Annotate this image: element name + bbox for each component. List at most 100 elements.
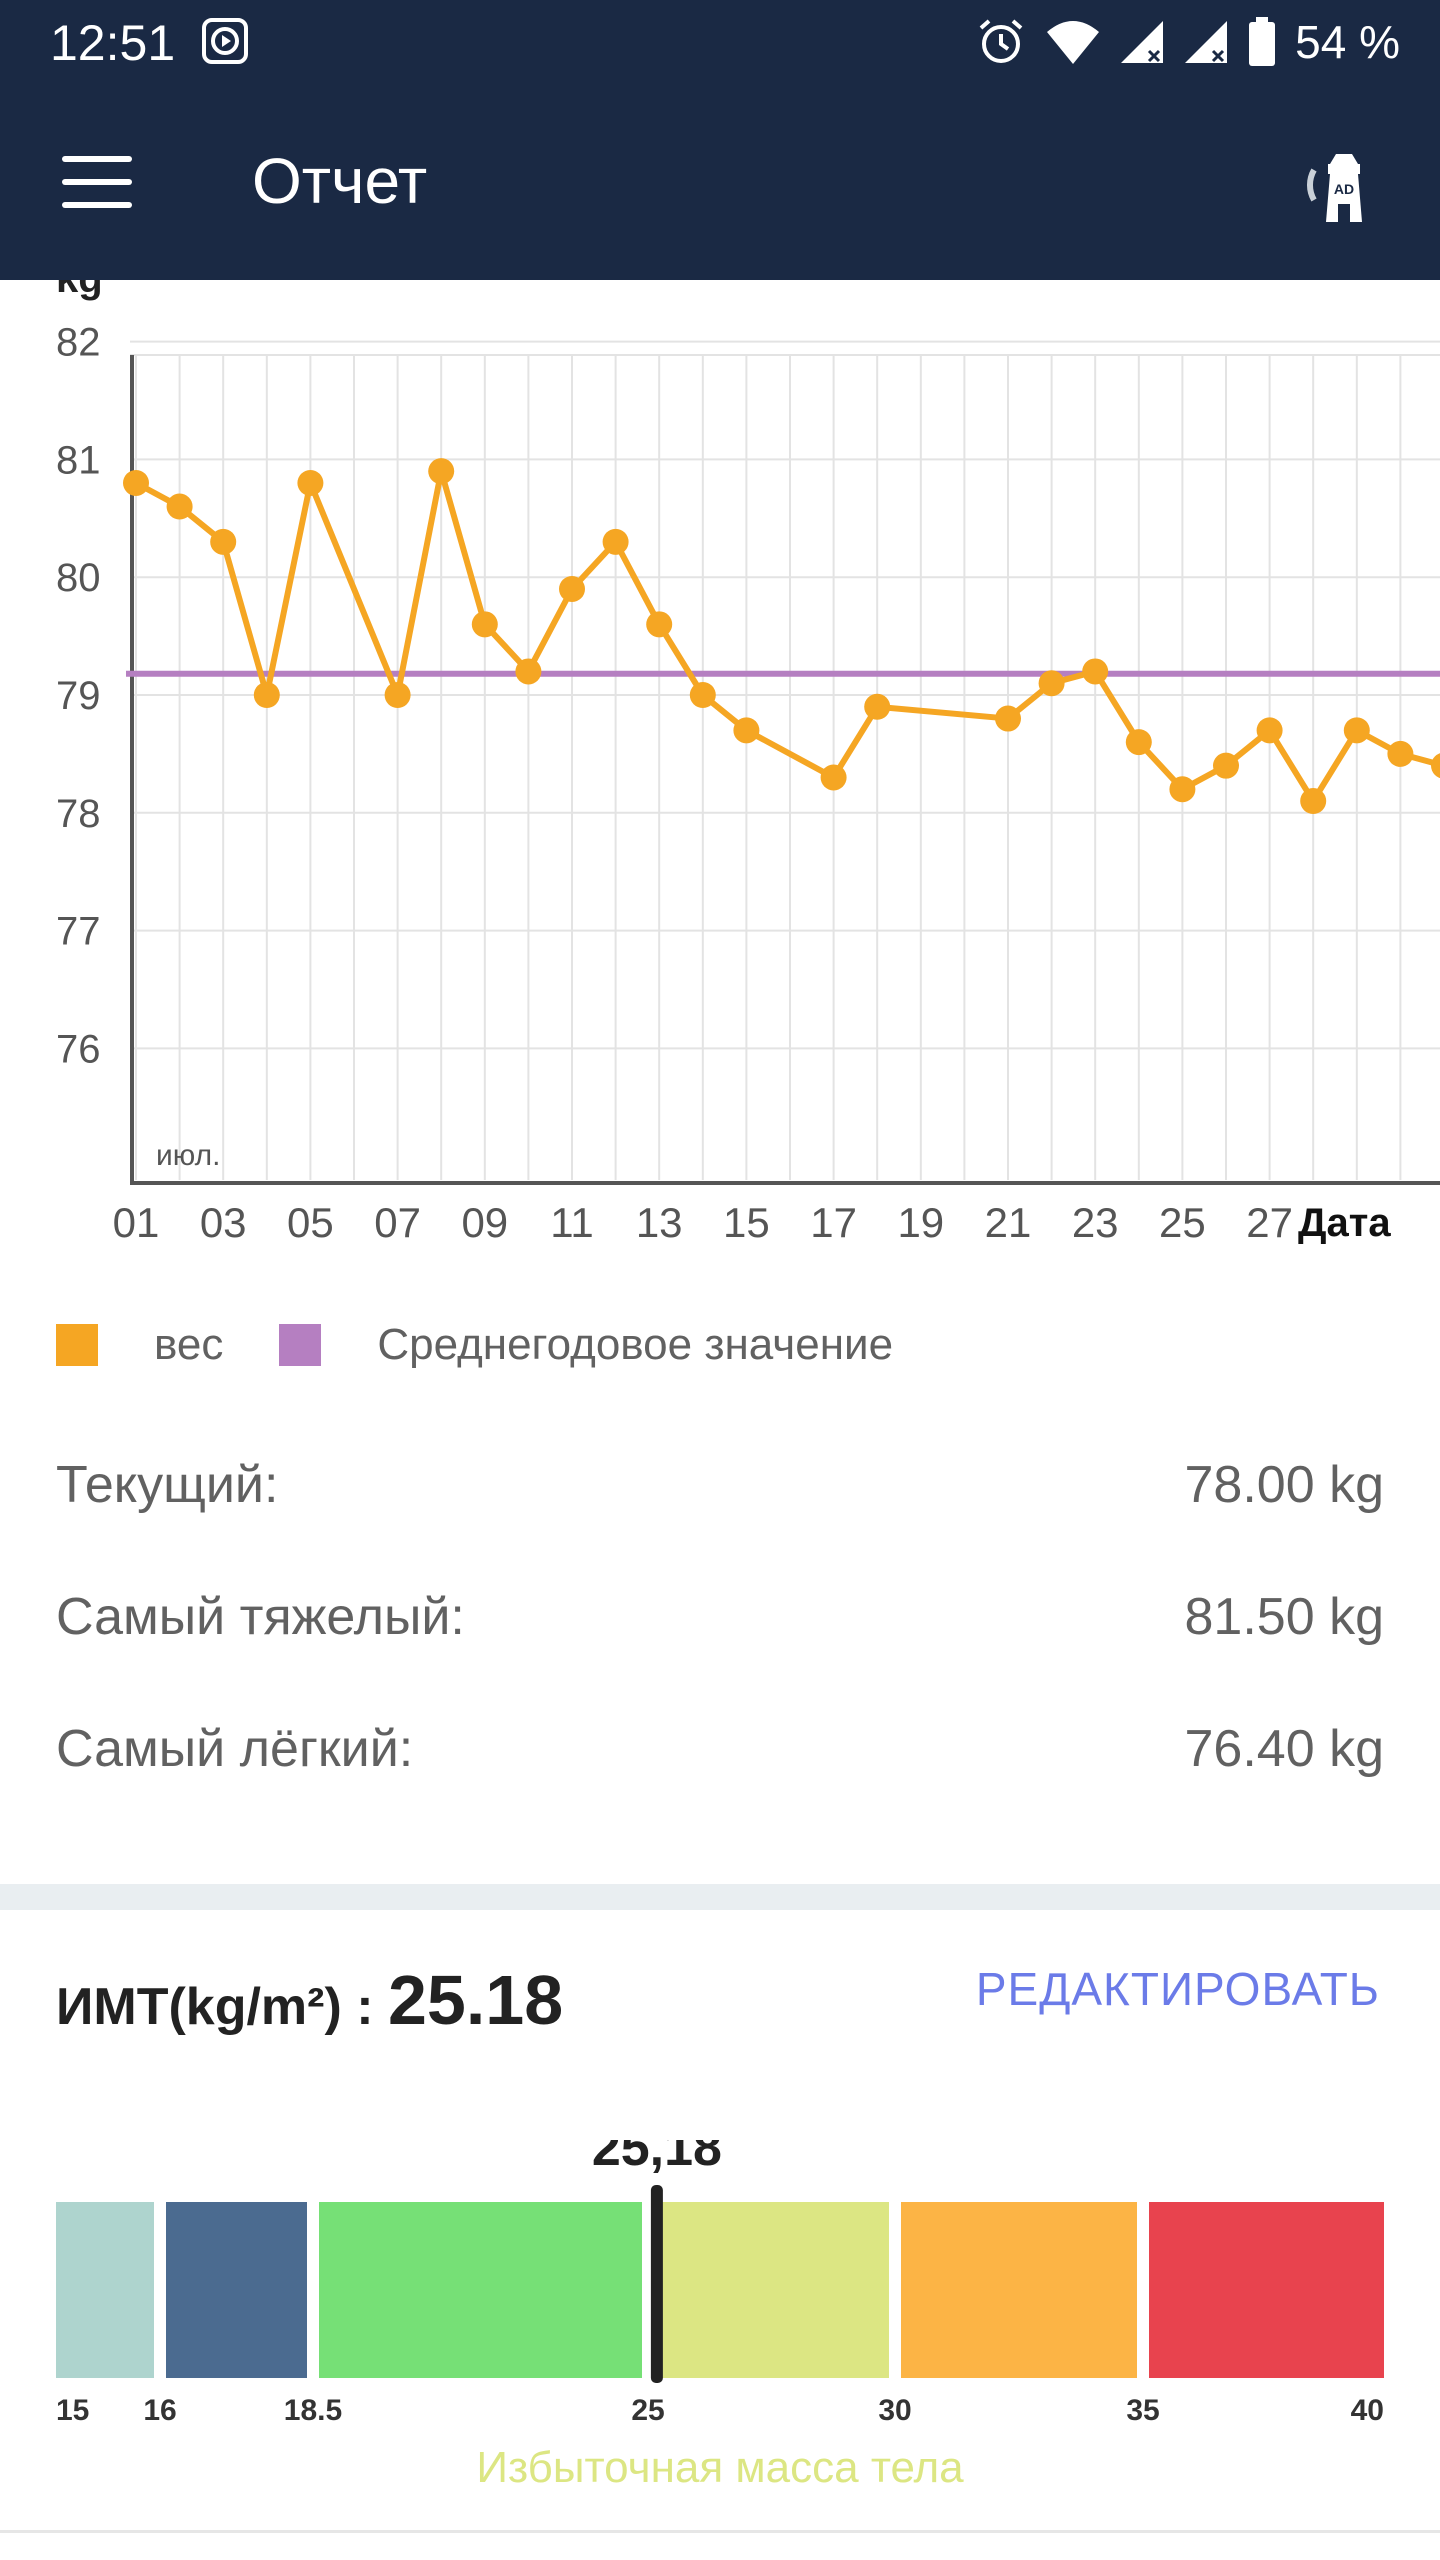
weight-point[interactable] xyxy=(1169,776,1196,803)
weight-point[interactable] xyxy=(1387,740,1414,767)
x-tick-label: 27 xyxy=(1246,1199,1293,1246)
stat-current-value: 78.00 kg xyxy=(1184,1456,1385,1514)
bmi-segment xyxy=(901,2202,1137,2378)
signal-icon xyxy=(1121,21,1164,63)
legend-swatch-weight xyxy=(56,1324,98,1366)
x-tick-label: 21 xyxy=(985,1199,1032,1246)
x-tick-label: 03 xyxy=(200,1199,247,1246)
bmi-segment xyxy=(56,2202,154,2378)
x-tick-label: 11 xyxy=(550,1199,594,1246)
x-tick-label: 15 xyxy=(723,1199,770,1246)
weight-point[interactable] xyxy=(1300,788,1327,815)
x-tick-label: 25 xyxy=(1159,1199,1206,1246)
status-time: 12:51 xyxy=(50,15,176,71)
bmi-scale: 15 16 18.5 25 30 35 40 25,18 Избыточная масса … xyxy=(0,2119,1440,2520)
weight-point[interactable] xyxy=(210,528,237,555)
y-tick-label: 81 xyxy=(56,438,101,482)
weight-point[interactable] xyxy=(820,764,847,791)
weight-point[interactable] xyxy=(471,611,498,638)
stat-heaviest-label: Самый тяжелый: xyxy=(56,1588,465,1646)
x-axis-title-background xyxy=(1292,1198,1440,1248)
stat-current-label: Текущий: xyxy=(56,1456,279,1514)
weight-point[interactable] xyxy=(515,658,542,685)
bmi-header: ИМТ(kg/m²) : 25.18 xyxy=(56,1960,563,2040)
chart-legend: вес Среднегодовое значение xyxy=(56,1320,893,1370)
edit-button[interactable]: РЕДАКТИРОВАТЬ xyxy=(975,1963,1380,2015)
menu-icon[interactable] xyxy=(62,156,132,208)
bmi-scale-svg: 15 16 18.5 25 30 35 40 25,18 Избыточная масса … xyxy=(56,2119,1384,2492)
x-tick-label: 17 xyxy=(810,1199,857,1246)
weight-point[interactable] xyxy=(646,611,673,638)
y-axis-unit: kg xyxy=(56,280,103,301)
weight-point[interactable] xyxy=(1125,729,1152,756)
bmi-category-label: Избыточная масса тела xyxy=(476,2443,964,2492)
ad-tower-icon[interactable]: AD xyxy=(1300,142,1386,228)
x-tick-label: 07 xyxy=(374,1199,421,1246)
x-axis-title: Дата xyxy=(1298,1201,1391,1245)
y-tick-label: 76 xyxy=(56,1027,101,1071)
bmi-segment xyxy=(166,2202,307,2378)
weight-point[interactable] xyxy=(995,705,1021,732)
stat-lightest: Самый лёгкий: 76.40 kg xyxy=(56,1719,1384,1851)
stat-lightest-value: 76.40 kg xyxy=(1184,1720,1385,1778)
weight-point[interactable] xyxy=(166,493,193,520)
x-tick-label: 19 xyxy=(897,1199,944,1246)
weight-point[interactable] xyxy=(559,575,585,602)
y-tick-label: 77 xyxy=(56,910,101,954)
legend-label-weight: вес xyxy=(154,1320,224,1369)
bmi-tick-label: 18.5 xyxy=(284,2394,342,2427)
bmi-segment xyxy=(319,2202,642,2378)
y-tick-label: 79 xyxy=(56,674,101,718)
weight-point[interactable] xyxy=(1082,658,1109,685)
weight-chart-svg: kg 76 77 78 79 80 81 82 01 03 05 07 09 11 13 15 17 19 21 2… xyxy=(56,280,1440,1248)
bmi-tick-label: 25 xyxy=(631,2394,664,2427)
bmi-tick-label: 40 xyxy=(1351,2394,1384,2427)
bmi-segment xyxy=(654,2202,889,2378)
weight-point[interactable] xyxy=(123,469,149,496)
section-divider xyxy=(0,1884,1440,1910)
stat-current: Текущий: 78.00 kg xyxy=(56,1455,1384,1587)
bmi-tick-label: 16 xyxy=(143,2394,176,2427)
weight-point[interactable] xyxy=(253,682,280,708)
bmi-tick-label: 30 xyxy=(878,2394,911,2427)
legend-label-average: Среднегодовое значение xyxy=(377,1320,894,1369)
wifi-icon xyxy=(1047,21,1100,64)
month-label: июл. xyxy=(156,1139,220,1172)
stat-lightest-label: Самый лёгкий: xyxy=(56,1720,414,1778)
weight-point[interactable] xyxy=(428,458,455,485)
bmi-marker xyxy=(650,2185,663,2383)
page-title: Отчет xyxy=(252,145,428,217)
weight-point[interactable] xyxy=(297,469,324,496)
bmi-marker-label: 25,18 xyxy=(592,2140,722,2177)
weight-point[interactable] xyxy=(1343,717,1370,744)
bmi-value: 25.18 xyxy=(387,1961,564,2039)
weight-chart: kg 76 77 78 79 80 81 82 01 03 05 07 09 11 13 15 17 19 21 2… xyxy=(0,280,1440,1280)
weight-point[interactable] xyxy=(733,717,760,744)
app-bar: Отчет AD xyxy=(0,84,1440,280)
y-tick-label: 78 xyxy=(56,792,101,836)
bmi-tick-label: 15 xyxy=(56,2394,89,2427)
weight-point[interactable] xyxy=(602,528,629,555)
legend-swatch-average xyxy=(279,1324,322,1366)
weight-point[interactable] xyxy=(1431,753,1440,779)
series-weight-line xyxy=(134,468,1440,805)
weight-point[interactable] xyxy=(384,682,411,708)
weight-point[interactable] xyxy=(1256,717,1283,744)
status-bar: 12:51 54 % xyxy=(0,0,1440,84)
weight-stats: Текущий: 78.00 kg Самый тяжелый: 81.50 k… xyxy=(56,1455,1384,1851)
weight-point[interactable] xyxy=(1213,752,1239,779)
weight-point[interactable] xyxy=(864,693,891,720)
alarm-icon xyxy=(979,19,1023,63)
bottom-divider xyxy=(0,2530,1440,2533)
bmi-tick-label: 35 xyxy=(1126,2394,1159,2427)
weight-point[interactable] xyxy=(689,682,716,708)
stat-heaviest: Самый тяжелый: 81.50 kg xyxy=(56,1587,1384,1719)
weight-point[interactable] xyxy=(1038,670,1065,697)
x-tick-label: 01 xyxy=(113,1199,160,1246)
battery-icon xyxy=(1249,17,1276,66)
bmi-label: ИМТ(kg/m²) : xyxy=(56,1978,388,2036)
x-tick-label: 09 xyxy=(461,1199,508,1246)
signal-icon xyxy=(1185,21,1228,63)
x-tick-label: 05 xyxy=(287,1199,334,1246)
x-tick-label: 23 xyxy=(1072,1199,1119,1246)
